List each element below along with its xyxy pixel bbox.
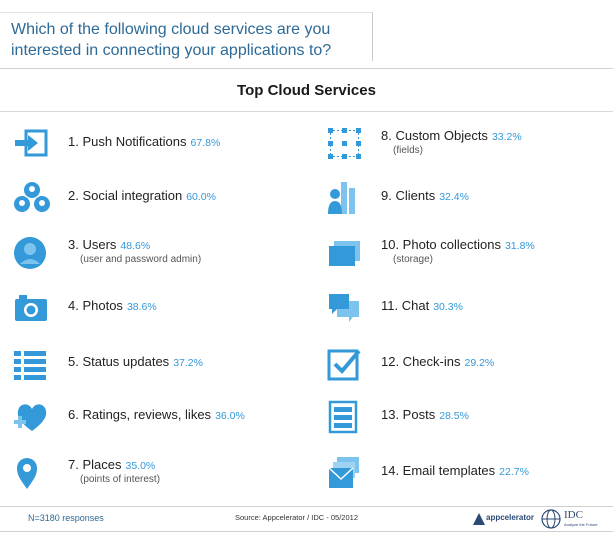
camera-icon: [15, 295, 47, 321]
clients-icon: [328, 182, 355, 214]
user-icon: [14, 237, 46, 269]
service-note: (user and password admin): [80, 254, 202, 265]
service-label: 2. Social integration: [68, 188, 183, 203]
service-label: 8. Custom Objects: [381, 128, 488, 143]
service-label: 12. Check-ins: [381, 354, 461, 369]
map-pin-icon: [17, 458, 37, 489]
appcelerator-logo-icon: [473, 513, 485, 525]
service-value: 28.5%: [439, 410, 469, 422]
chart-title: Top Cloud Services: [237, 82, 376, 99]
globe-icon: [541, 509, 561, 529]
service-item: 2. Social integration 60.0%: [14, 179, 304, 219]
idc-logo-text: IDC: [564, 509, 583, 521]
custom-object-icon: [328, 128, 361, 159]
service-item: 4. Photos 38.6%: [14, 289, 304, 329]
service-item: 8. Custom Objects 33.2% (fields): [327, 125, 607, 165]
status-list-icon: [14, 351, 46, 380]
service-label: 3. Users: [68, 237, 117, 252]
service-note: (fields): [393, 145, 424, 156]
service-value: 67.8%: [190, 137, 221, 149]
service-label: 4. Photos: [68, 298, 123, 313]
idc-tagline: Analyze the Future: [564, 522, 598, 527]
service-label: 10. Photo collections: [381, 237, 501, 252]
service-item: 9. Clients 32.4%: [327, 179, 607, 219]
checkbox-icon: [327, 349, 361, 381]
service-value: 38.6%: [126, 301, 157, 313]
responses-count: N=3180 responses: [28, 513, 104, 523]
email-template-icon: [328, 457, 359, 488]
service-value: 48.6%: [120, 240, 151, 252]
service-value: 22.7%: [499, 466, 529, 478]
service-value: 31.8%: [504, 240, 535, 252]
appcelerator-logo-text: appcelerator: [486, 513, 535, 522]
service-value: 37.2%: [173, 357, 203, 369]
service-label: 11. Chat: [381, 298, 430, 313]
question-text: Which of the following cloud services ar…: [11, 21, 332, 59]
service-label: 6. Ratings, reviews, likes: [68, 407, 212, 422]
source-note: Source: Appcelerator / IDC - 05/2012: [235, 513, 358, 522]
posts-icon: [328, 400, 358, 434]
service-note: (points of interest): [80, 474, 161, 485]
divider: [0, 111, 613, 112]
service-value: 33.2%: [491, 131, 522, 143]
service-item: 6. Ratings, reviews, likes 36.0%: [14, 398, 304, 438]
service-item: 7. Places 35.0% (points of interest): [14, 454, 304, 494]
photo-collection-icon: [329, 241, 360, 266]
service-value: 36.0%: [215, 410, 245, 422]
social-integration-icon: [14, 182, 50, 212]
service-value: 30.3%: [433, 301, 463, 313]
service-label: 1. Push Notifications: [68, 134, 187, 149]
service-value: 35.0%: [125, 460, 156, 472]
question-box: Which of the following cloud services ar…: [0, 12, 373, 61]
service-note: (storage): [393, 254, 434, 265]
service-item: 11. Chat 30.3%: [327, 289, 607, 329]
service-item: 5. Status updates 37.2%: [14, 345, 304, 385]
service-item: 10. Photo collections 31.8% (storage): [327, 234, 607, 274]
chat-icon: [329, 294, 359, 322]
service-item: 1. Push Notifications 67.8%: [14, 125, 304, 165]
service-value: 60.0%: [186, 191, 216, 203]
service-value: 29.2%: [464, 357, 495, 369]
service-value: 32.4%: [439, 191, 469, 203]
service-item: 14. Email templates 22.7%: [327, 454, 607, 494]
service-label: 7. Places: [68, 457, 122, 472]
footer: N=3180 responses Source: Appcelerator / …: [0, 506, 613, 532]
push-notification-icon: [15, 129, 48, 157]
service-item: 13. Posts 28.5%: [327, 398, 607, 438]
service-item: 3. Users 48.6% (user and password admin): [14, 234, 304, 274]
idc-logo: IDC Analyze the Future: [540, 508, 606, 530]
service-label: 5. Status updates: [68, 354, 170, 369]
heart-plus-icon: [14, 404, 47, 431]
divider: [0, 68, 613, 69]
service-label: 14. Email templates: [381, 463, 496, 478]
service-item: 12. Check-ins 29.2%: [327, 345, 607, 385]
service-label: 13. Posts: [381, 407, 436, 422]
service-label: 9. Clients: [381, 188, 436, 203]
